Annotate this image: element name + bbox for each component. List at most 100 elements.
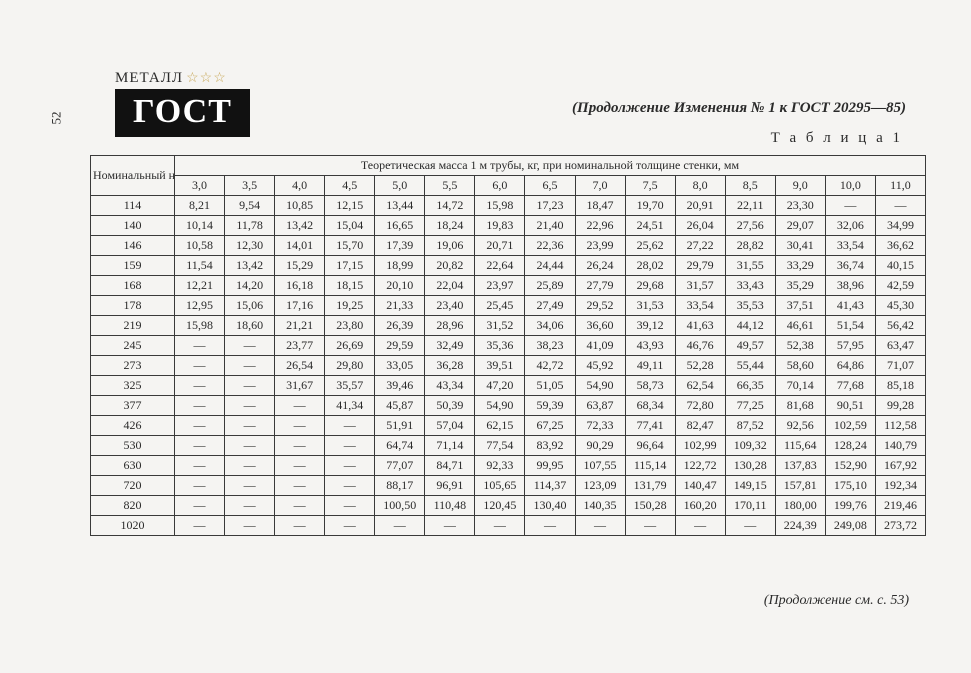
value-cell: —	[225, 516, 275, 536]
value-cell: 39,51	[475, 356, 525, 376]
value-cell: 18,47	[575, 196, 625, 216]
value-cell: 57,04	[425, 416, 475, 436]
logo-top-row: МЕТАЛЛ☆☆☆	[115, 70, 250, 87]
value-cell: 122,72	[675, 456, 725, 476]
value-cell: 31,55	[725, 256, 775, 276]
value-cell: 35,36	[475, 336, 525, 356]
value-cell: 12,21	[175, 276, 225, 296]
table-label: Т а б л и ц а 1	[771, 130, 903, 147]
value-cell: 35,53	[725, 296, 775, 316]
diameter-cell: 720	[91, 476, 175, 496]
value-cell: 22,96	[575, 216, 625, 236]
value-cell: 29,52	[575, 296, 625, 316]
value-cell: 19,83	[475, 216, 525, 236]
value-cell: 115,64	[775, 436, 825, 456]
value-cell: 92,56	[775, 416, 825, 436]
value-cell: 33,43	[725, 276, 775, 296]
col-header: 6,5	[525, 176, 575, 196]
value-cell: 19,70	[625, 196, 675, 216]
value-cell: 14,01	[275, 236, 325, 256]
value-cell: 51,05	[525, 376, 575, 396]
table-row: 14010,1411,7813,4215,0416,6518,2419,8321…	[91, 216, 926, 236]
value-cell: 36,28	[425, 356, 475, 376]
value-cell: 38,96	[825, 276, 875, 296]
value-cell: 27,22	[675, 236, 725, 256]
value-cell: —	[275, 476, 325, 496]
value-cell: —	[325, 516, 375, 536]
value-cell: 92,33	[475, 456, 525, 476]
value-cell: 18,15	[325, 276, 375, 296]
value-cell: 150,28	[625, 496, 675, 516]
value-cell: 23,30	[775, 196, 825, 216]
value-cell: 34,06	[525, 316, 575, 336]
value-cell: —	[225, 456, 275, 476]
value-cell: —	[225, 476, 275, 496]
value-cell: 17,23	[525, 196, 575, 216]
value-cell: 40,15	[875, 256, 925, 276]
value-cell: 36,60	[575, 316, 625, 336]
value-cell: 58,73	[625, 376, 675, 396]
value-cell: 123,09	[575, 476, 625, 496]
value-cell: 33,54	[675, 296, 725, 316]
value-cell: —	[275, 416, 325, 436]
super-header: Теоретическая масса 1 м трубы, кг, при н…	[175, 156, 926, 176]
diameter-cell: 426	[91, 416, 175, 436]
value-cell: 199,76	[825, 496, 875, 516]
value-cell: —	[575, 516, 625, 536]
value-cell: 54,90	[575, 376, 625, 396]
value-cell: 66,35	[725, 376, 775, 396]
table-row: 426————51,9157,0462,1567,2572,3377,4182,…	[91, 416, 926, 436]
value-cell: 27,56	[725, 216, 775, 236]
value-cell: —	[175, 456, 225, 476]
value-cell: —	[175, 516, 225, 536]
value-cell: 62,15	[475, 416, 525, 436]
value-cell: 219,46	[875, 496, 925, 516]
value-cell: —	[275, 436, 325, 456]
col-header: 7,5	[625, 176, 675, 196]
value-cell: 22,11	[725, 196, 775, 216]
col-header: 8,5	[725, 176, 775, 196]
value-cell: —	[175, 436, 225, 456]
value-cell: —	[325, 476, 375, 496]
value-cell: 18,60	[225, 316, 275, 336]
value-cell: 83,92	[525, 436, 575, 456]
table-body: 1148,219,5410,8512,1513,4414,7215,9817,2…	[91, 196, 926, 536]
value-cell: 47,20	[475, 376, 525, 396]
value-cell: 39,12	[625, 316, 675, 336]
value-cell: 52,38	[775, 336, 825, 356]
value-cell: 140,35	[575, 496, 625, 516]
diameter-cell: 377	[91, 396, 175, 416]
value-cell: 35,29	[775, 276, 825, 296]
value-cell: —	[275, 456, 325, 476]
value-cell: 56,42	[875, 316, 925, 336]
value-cell: 112,58	[875, 416, 925, 436]
value-cell: 57,95	[825, 336, 875, 356]
value-cell: —	[725, 516, 775, 536]
value-cell: 71,14	[425, 436, 475, 456]
diameter-cell: 178	[91, 296, 175, 316]
value-cell: 10,85	[275, 196, 325, 216]
value-cell: —	[225, 396, 275, 416]
value-cell: 63,87	[575, 396, 625, 416]
table-row: 1020————————————224,39249,08273,72	[91, 516, 926, 536]
table-row: 820————100,50110,48120,45130,40140,35150…	[91, 496, 926, 516]
value-cell: 49,11	[625, 356, 675, 376]
value-cell: 18,99	[375, 256, 425, 276]
value-cell: 160,20	[675, 496, 725, 516]
value-cell: 21,40	[525, 216, 575, 236]
value-cell: —	[175, 376, 225, 396]
value-cell: —	[475, 516, 525, 536]
value-cell: 58,60	[775, 356, 825, 376]
table-row: 17812,9515,0617,1619,2521,3323,4025,4527…	[91, 296, 926, 316]
value-cell: 25,45	[475, 296, 525, 316]
value-cell: 14,72	[425, 196, 475, 216]
value-cell: —	[675, 516, 725, 536]
value-cell: 26,24	[575, 256, 625, 276]
value-cell: 90,51	[825, 396, 875, 416]
value-cell: 21,33	[375, 296, 425, 316]
value-cell: 10,58	[175, 236, 225, 256]
value-cell: 15,06	[225, 296, 275, 316]
value-cell: 14,20	[225, 276, 275, 296]
value-cell: —	[425, 516, 475, 536]
value-cell: 45,30	[875, 296, 925, 316]
